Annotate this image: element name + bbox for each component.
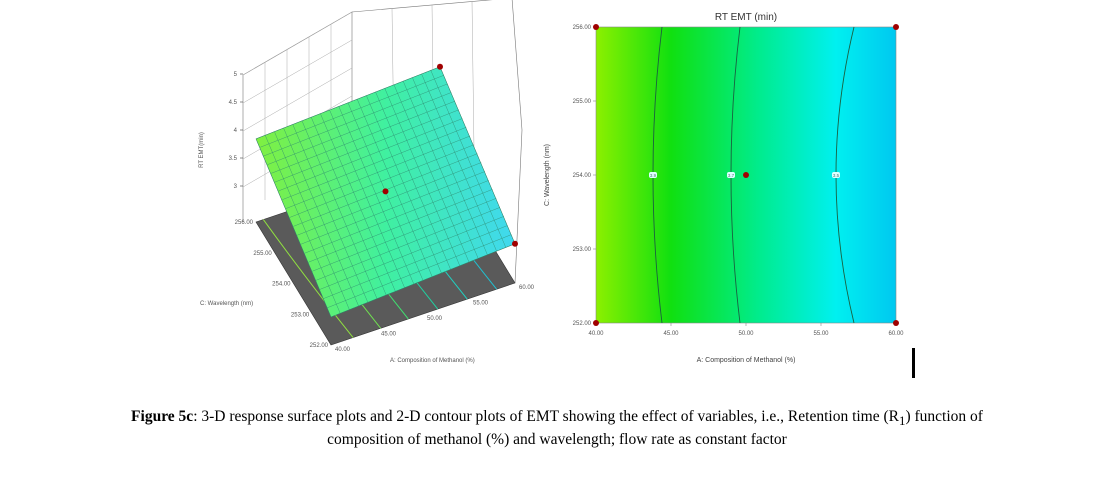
surface-mesh-line — [300, 171, 486, 245]
x-tick-label: 45.00 — [381, 332, 397, 338]
y-tick-label: 254.00 — [573, 173, 592, 179]
surface-mesh-line — [375, 91, 451, 270]
x-tick-label: 50.00 — [738, 331, 754, 337]
design-point — [593, 24, 599, 30]
y-tick-label: 252.00 — [310, 343, 329, 349]
surface-mesh-line — [421, 73, 497, 252]
surface-mesh-line — [366, 95, 442, 274]
x-tick-label: 60.00 — [888, 331, 904, 337]
surface-mesh-line — [338, 106, 414, 285]
contour-label-bg — [649, 172, 657, 178]
caption-text-2: ) function of — [905, 408, 983, 425]
caption-subscript: 1 — [899, 413, 906, 429]
z-tick-label: 5 — [234, 72, 238, 78]
surface-mesh-line — [259, 75, 444, 148]
z-tick-label: 3 — [234, 184, 238, 190]
x-tick-label: 40.00 — [588, 331, 604, 337]
surface-mesh-line — [274, 131, 350, 310]
grid-line — [242, 39, 353, 104]
contour-label: 3.5 — [833, 173, 840, 178]
x-tick-label: 40.00 — [335, 347, 351, 353]
surface-mesh-line — [292, 124, 368, 303]
surface-mesh-line — [289, 144, 474, 218]
figure-caption: Figure 5c: 3-D response surface plots an… — [0, 407, 1114, 449]
surface-mesh-line — [319, 216, 504, 290]
y-tick-label: 254.00 — [272, 282, 291, 288]
contour-label: 3.9 — [650, 173, 657, 178]
design-point — [512, 240, 518, 247]
design-point — [382, 188, 389, 195]
y-tick-label: 252.00 — [573, 321, 592, 327]
surface-mesh-line — [255, 66, 441, 140]
caption-text: : 3-D response surface plots and 2-D con… — [193, 408, 899, 425]
surface-mesh-line — [312, 198, 497, 272]
surface-mesh-line — [274, 109, 459, 183]
surface-mesh-line — [283, 127, 359, 307]
x-tick-label: 60.00 — [519, 285, 535, 291]
text-cursor-bar — [912, 348, 915, 378]
surface-mesh-line — [430, 70, 506, 248]
surface-mesh-line — [270, 100, 456, 174]
contour-label-bg — [727, 172, 735, 178]
grid-line — [471, 1, 475, 151]
z-tick-label: 4 — [234, 128, 238, 134]
surface-mesh-line — [329, 109, 405, 288]
surface-mesh-line — [278, 118, 463, 192]
surface-mesh-line — [412, 77, 488, 255]
surface-mesh-line — [439, 66, 516, 244]
surface-mesh-line — [267, 92, 452, 165]
z-tick-label: 4.5 — [229, 100, 238, 106]
surface-mesh-line — [311, 117, 387, 296]
surface-mesh-line — [323, 225, 508, 299]
floor-contour-line — [262, 219, 354, 338]
surface-mesh-line — [315, 207, 501, 281]
y-tick-label: 256.00 — [235, 220, 254, 226]
y-tick-label: 256.00 — [573, 25, 592, 31]
x-tick-label: 45.00 — [663, 331, 679, 337]
surface-mesh-line — [297, 162, 482, 236]
surface-mesh-line — [357, 99, 433, 277]
grid-line — [242, 11, 353, 76]
y-tick-label: 253.00 — [573, 247, 592, 253]
surface-mesh-line — [308, 189, 493, 263]
surface-mesh-line — [320, 113, 396, 292]
design-point — [893, 24, 899, 30]
y-tick-label: 255.00 — [253, 251, 272, 257]
x-tick-label: 55.00 — [473, 301, 489, 307]
y-axis-label: C: Wavelength (nm) — [544, 144, 551, 206]
surface-mesh-line — [301, 120, 378, 299]
design-point — [743, 172, 749, 178]
surface-mesh-line — [304, 180, 489, 254]
grid-line — [242, 67, 353, 132]
contour-plot-2d: RT EMT (min) 3.9 3.7 3.5 40.00 45.00 50.00 55.0… — [544, 12, 904, 364]
z-tick-label: 3.5 — [229, 156, 238, 162]
surface-mesh-line — [285, 135, 471, 209]
y-tick-label: 253.00 — [291, 312, 310, 318]
x-tick-label: 50.00 — [427, 316, 443, 322]
surface-mesh-line — [393, 84, 470, 263]
figure-canvas: 3 3.5 4 4.5 5 RT EMT(min) 40.00 45.00 50.00 55.00… — [199, 0, 904, 364]
z-axis-label: RT EMT(min) — [199, 132, 205, 168]
surface-mesh-line — [255, 138, 332, 318]
design-point — [893, 320, 899, 326]
design-point — [437, 63, 443, 70]
contour-label-bg — [832, 172, 840, 178]
design-point — [593, 320, 599, 326]
y-axis-label: C: Wavelength (nm) — [200, 301, 253, 307]
x-axis-label: A: Composition of Methanol (%) — [697, 357, 796, 364]
contour-label: 3.7 — [728, 173, 735, 178]
chart-title: RT EMT (min) — [715, 12, 777, 23]
caption-line-2: composition of methanol (%) and waveleng… — [327, 431, 787, 449]
x-axis-label: A: Composition of Methanol (%) — [390, 358, 475, 364]
surface-mesh-line — [282, 127, 467, 200]
surface-plot-3d: 3 3.5 4 4.5 5 RT EMT(min) 40.00 45.00 50.00 55.00… — [199, 0, 535, 364]
surface-mesh-line — [265, 135, 341, 314]
y-tick-label: 255.00 — [573, 99, 592, 105]
caption-label: Figure 5c — [131, 408, 194, 425]
surface-mesh-line — [384, 88, 460, 266]
surface-mesh-line — [263, 83, 448, 157]
surface-mesh-line — [403, 81, 479, 259]
x-tick-label: 55.00 — [813, 331, 829, 337]
